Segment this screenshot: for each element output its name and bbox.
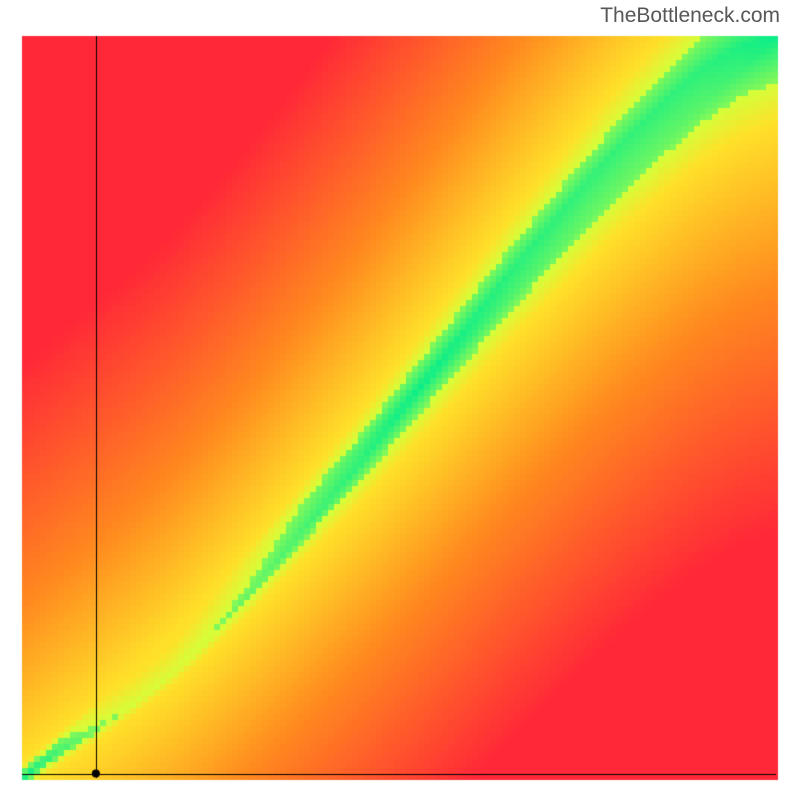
bottleneck-heatmap	[0, 0, 800, 800]
attribution-text: TheBottleneck.com	[600, 4, 780, 28]
